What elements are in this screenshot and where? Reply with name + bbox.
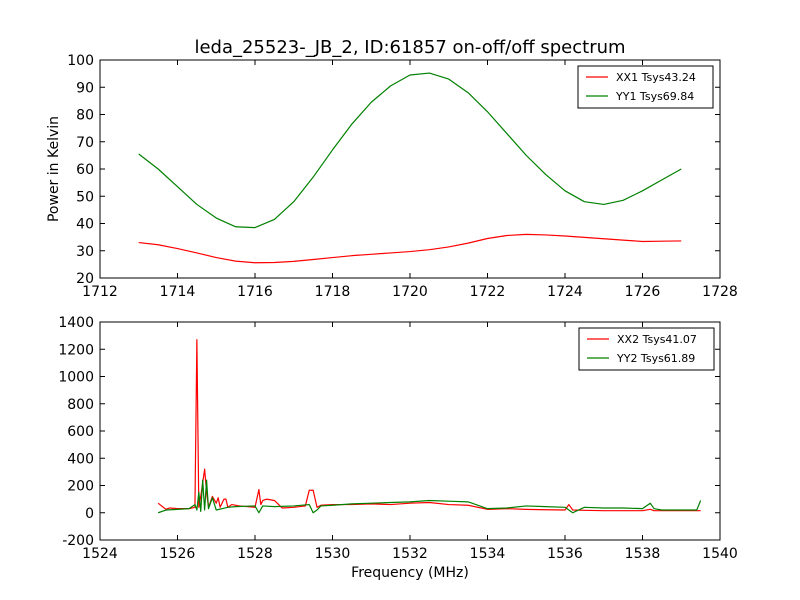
- x-tick-label: 1724: [547, 284, 583, 300]
- y-tick-label: 100: [67, 53, 94, 69]
- y-tick-label: 1200: [58, 342, 94, 358]
- x-tick-label: 1528: [237, 546, 273, 562]
- legend-box: [578, 327, 715, 371]
- legend-box: [577, 65, 714, 109]
- y-tick-label: 0: [85, 506, 94, 522]
- legend-label: XX2 Tsys41.07: [617, 333, 697, 346]
- y-tick-label: 80: [76, 108, 94, 124]
- y-tick-label: 200: [67, 479, 94, 495]
- x-axis-label: Frequency (MHz): [351, 565, 469, 581]
- y-tick-label: 30: [76, 244, 94, 260]
- x-tick-label: 1716: [237, 284, 273, 300]
- legend-label: YY1 Tsys69.84: [615, 90, 694, 103]
- y-tick-label: 50: [76, 189, 94, 205]
- series-line-yy-panel-2: [157, 479, 702, 514]
- series-line-xx-panel-2: [157, 339, 701, 512]
- y-axis-label: Power in Kelvin: [46, 116, 62, 222]
- top-panel: 1712 1714 1716 1718 1720 1722 1724 1726 1728 20 30…: [46, 53, 738, 300]
- y-tick-label: 90: [76, 80, 94, 96]
- x-tick-label: 1534: [470, 546, 506, 562]
- y-tick-label: 400: [67, 451, 94, 467]
- x-tick-label: 1712: [82, 284, 118, 300]
- chart-title: leda_25523-_JB_2, ID:61857 on-off/off sp…: [194, 37, 625, 58]
- y-tick-label: 20: [76, 271, 94, 287]
- y-tick-label: 1000: [58, 370, 94, 386]
- y-tick-label: 40: [76, 217, 94, 233]
- x-tick-label: 1532: [392, 546, 428, 562]
- legend-label: XX1 Tsys43.24: [616, 71, 696, 84]
- x-tick-label: 1540: [702, 546, 738, 562]
- y-tick-label: 1400: [58, 315, 94, 331]
- x-tick-label: 1726: [625, 284, 661, 300]
- series-line-yy-panel-1: [138, 72, 682, 229]
- x-tick-label: 1718: [315, 284, 351, 300]
- x-tick-label: 1728: [702, 284, 738, 300]
- y-tick-label: 600: [67, 424, 94, 440]
- y-tick-label: -200: [62, 533, 94, 549]
- x-tick-label: 1720: [392, 284, 428, 300]
- x-tick-label: 1536: [547, 546, 583, 562]
- x-tick-label: 1526: [160, 546, 196, 562]
- y-tick-label: 70: [76, 135, 94, 151]
- x-tick-label: 1714: [160, 284, 196, 300]
- x-tick-label: 1524: [82, 546, 118, 562]
- y-tick-label: 60: [76, 162, 94, 178]
- series-line-xx-panel-1: [138, 233, 682, 264]
- x-tick-label: 1538: [625, 546, 661, 562]
- x-tick-label: 1530: [315, 546, 351, 562]
- legend-label: YY2 Tsys61.89: [616, 352, 695, 365]
- bottom-panel: 1524 1526 1528 1530 1532 1534 1536 1538 1540 -200…: [58, 315, 737, 562]
- x-tick-label: 1722: [470, 284, 506, 300]
- y-tick-label: 800: [67, 397, 94, 413]
